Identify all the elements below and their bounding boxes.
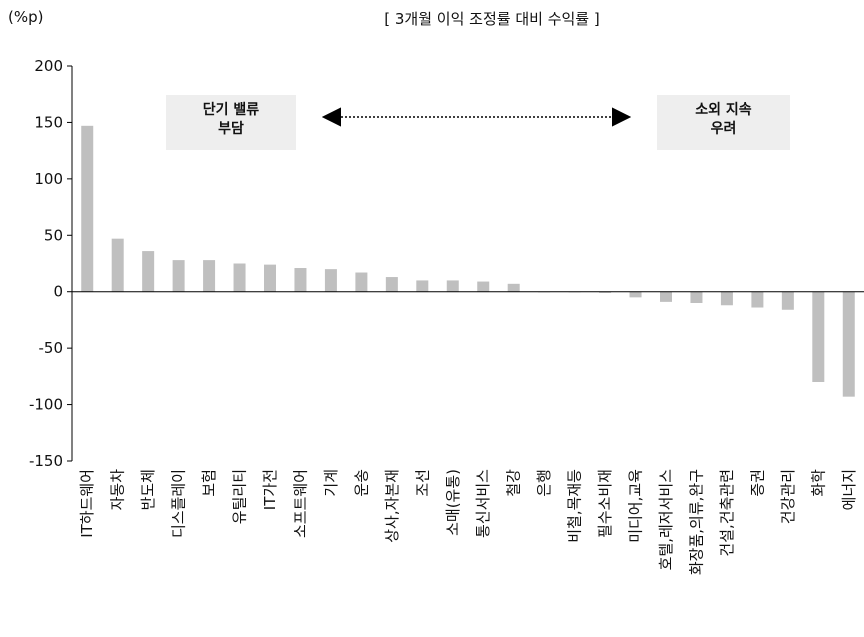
bar xyxy=(477,281,490,292)
y-tick-label: -50 xyxy=(39,339,64,357)
x-tick-label: 에너지 xyxy=(840,469,858,510)
x-tick-label: 호텔,레저서비스 xyxy=(657,469,675,571)
x-tick-label: 운송 xyxy=(352,469,370,497)
y-tick-label: -150 xyxy=(29,452,63,470)
bar xyxy=(203,260,216,292)
y-tick-label: 100 xyxy=(34,170,63,188)
x-tick-label: 화장품,의류,완구 xyxy=(687,469,705,575)
bar xyxy=(599,291,612,293)
y-axis-unit: (%p) xyxy=(8,8,44,26)
right-annotation-line-1: 소외 지속 xyxy=(695,102,752,118)
bar xyxy=(111,238,124,292)
x-tick-label: 상사,자본재 xyxy=(383,469,401,543)
left-annotation-box: 단기 밸류 부담 xyxy=(166,95,296,150)
bar xyxy=(690,291,703,303)
x-tick-label: IT가전 xyxy=(261,469,279,510)
x-tick-label: 소매(유통) xyxy=(444,469,462,536)
right-annotation-box: 소외 지속 우려 xyxy=(657,95,790,150)
bar xyxy=(294,268,307,292)
x-tick-label: 은행 xyxy=(535,469,553,497)
x-tick-label: 소프트웨어 xyxy=(291,469,309,538)
bar xyxy=(172,260,185,292)
x-tick-label: 유틸리티 xyxy=(231,469,249,524)
x-tick-label: 통신서비스 xyxy=(474,469,492,538)
x-tick-label: 디스플레이 xyxy=(170,469,188,538)
x-tick-label: IT하드웨어 xyxy=(78,469,96,538)
bar xyxy=(233,263,246,292)
x-tick-label: 증권 xyxy=(748,469,766,497)
bar xyxy=(812,291,825,382)
x-tick-label: 철강 xyxy=(505,469,523,497)
bar xyxy=(781,291,794,310)
bar xyxy=(81,125,94,292)
x-tick-label: 반도체 xyxy=(139,469,157,510)
x-tick-label: 비철,목재등 xyxy=(566,469,584,543)
left-annotation-line-1: 단기 밸류 xyxy=(202,102,260,118)
x-tick-label: 기계 xyxy=(322,469,340,497)
bar xyxy=(660,291,672,302)
bar xyxy=(324,269,337,292)
y-tick-label: 50 xyxy=(44,226,63,244)
bar xyxy=(385,277,398,292)
x-tick-label: 조선 xyxy=(413,469,431,497)
x-tick-label: 보험 xyxy=(200,469,218,497)
bar xyxy=(142,251,155,292)
y-tick-label: 200 xyxy=(34,57,63,75)
x-tick-label: 자동차 xyxy=(109,469,127,511)
bar xyxy=(507,283,520,292)
chart-title: [ 3개월 이익 조정률 대비 수익률 ] xyxy=(384,10,600,28)
x-tick-label: 미디어,교육 xyxy=(627,469,645,543)
x-tick-label: 건설,건축관련 xyxy=(718,469,736,557)
bar xyxy=(446,280,459,292)
x-tick-label: 필수소비재 xyxy=(596,469,614,538)
bar xyxy=(355,272,368,292)
bar xyxy=(629,291,642,298)
bar xyxy=(264,264,276,292)
right-annotation-line-2: 우려 xyxy=(710,121,737,137)
bar xyxy=(720,291,733,306)
bar xyxy=(751,291,764,308)
left-annotation-line-2: 부담 xyxy=(218,121,244,137)
y-tick-label: -100 xyxy=(29,396,63,414)
bar xyxy=(842,291,855,397)
y-tick-label: 0 xyxy=(53,283,63,301)
y-tick-label: 150 xyxy=(34,113,63,131)
bar xyxy=(416,280,429,292)
x-tick-label: 건강관리 xyxy=(779,469,797,524)
x-tick-label: 화학 xyxy=(809,469,827,497)
